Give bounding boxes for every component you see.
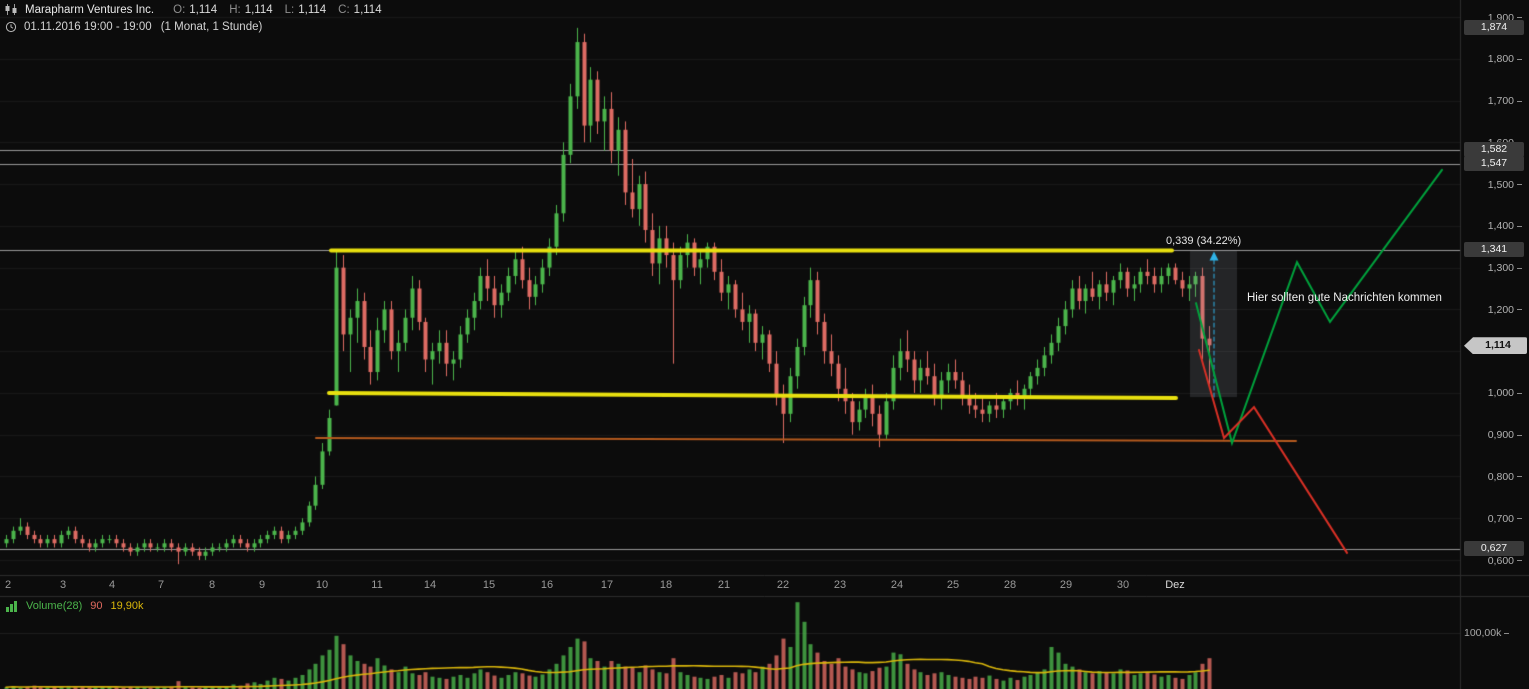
volume-current-value: 90 (90, 600, 103, 612)
time-label: 21 (717, 579, 731, 591)
annotation-text[interactable]: Hier sollten gute Nachrichten kommen (1247, 292, 1442, 304)
time-label: 16 (540, 579, 554, 591)
ohlc-values: O: 1,114 H: 1,114 L: 1,114 C: 1,114 (165, 4, 381, 16)
time-label: 25 (946, 579, 960, 591)
price-tick: 0,800 (1462, 470, 1522, 483)
ohlc-value: 1,114 (298, 3, 327, 16)
tick-mark (1504, 632, 1510, 634)
time-label: 23 (833, 579, 847, 591)
ohlc-label: C: (338, 3, 350, 16)
price-level-badge: 1,547 (1464, 156, 1524, 172)
time-label: 15 (482, 579, 496, 591)
chart-header: Marapharm Ventures Inc. O: 1,114 H: 1,114 L:… (5, 3, 382, 16)
price-tick: 1,200 (1462, 303, 1522, 316)
time-label: 11 (371, 579, 383, 591)
measure-tool-label[interactable]: 0,339 (34.22%) (1166, 235, 1242, 247)
volume-axis-tick: 100,00k (1464, 627, 1502, 639)
time-label: 28 (1003, 579, 1017, 591)
time-label: 14 (423, 579, 437, 591)
chart-interval[interactable]: (1 Monat, 1 Stunde) (160, 21, 263, 33)
ohlc-label: L: (284, 3, 295, 16)
volume-icon (6, 601, 17, 612)
volume-axis-label: 100,00k (1464, 627, 1510, 639)
ohlc-value: 1,114 (244, 3, 273, 16)
current-price-badge: 1,114 (1464, 337, 1527, 355)
time-label: 18 (659, 579, 673, 591)
price-tick: 1,500 (1462, 178, 1522, 191)
ohlc-value: 1,114 (353, 3, 382, 16)
price-tick: 0,900 (1462, 429, 1522, 442)
time-label: 22 (776, 579, 790, 591)
time-axis[interactable]: 2 3 4 7 8 9 10 11 14 15 16 17 18 21 22 23 24 25 28 29 30 Dez (0, 576, 1460, 596)
clock-icon (5, 21, 17, 33)
ohlc-label: H: (229, 3, 241, 16)
price-tick: 1,400 (1462, 220, 1522, 233)
price-tick: 0,600 (1462, 554, 1522, 567)
time-label: 2 (4, 579, 12, 591)
instrument-name[interactable]: Marapharm Ventures Inc. (25, 3, 155, 16)
time-label: Dez (1165, 579, 1185, 591)
time-label: 9 (258, 579, 266, 591)
time-label: 17 (600, 579, 614, 591)
time-label: 10 (315, 579, 329, 591)
price-tick: 1,800 (1462, 53, 1522, 66)
time-label: 3 (59, 579, 67, 591)
price-level-badge: 0,627 (1464, 540, 1524, 556)
time-label: 4 (108, 579, 116, 591)
price-axis[interactable]: 1,9001,8001,7001,6001,5001,4001,3001,200… (1462, 0, 1529, 689)
instrument-icon (5, 4, 17, 15)
time-label: 8 (208, 579, 216, 591)
chart-subheader: 01.11.2016 19:00 - 19:00 (1 Monat, 1 Stu… (5, 21, 262, 33)
ohlc-label: O: (173, 3, 186, 16)
time-label: 24 (890, 579, 904, 591)
price-tick: 0,700 (1462, 512, 1522, 525)
price-level-badge: 1,874 (1464, 19, 1524, 35)
price-tick: 1,700 (1462, 95, 1522, 108)
price-level-badge: 1,341 (1464, 242, 1524, 258)
volume-legend: Volume(28) 90 19,90k (6, 600, 144, 612)
time-label: 30 (1116, 579, 1130, 591)
price-level-badge: 1,582 (1464, 141, 1524, 157)
volume-ma-value: 19,90k (110, 600, 144, 612)
ohlc-value: 1,114 (189, 3, 218, 16)
chart-datetime: 01.11.2016 19:00 - 19:00 (24, 21, 152, 33)
price-tick: 1,300 (1462, 262, 1522, 275)
volume-study-name[interactable]: Volume(28) (26, 600, 83, 612)
price-tick: 1,000 (1462, 387, 1522, 400)
time-label: 29 (1059, 579, 1073, 591)
time-label: 7 (157, 579, 165, 591)
